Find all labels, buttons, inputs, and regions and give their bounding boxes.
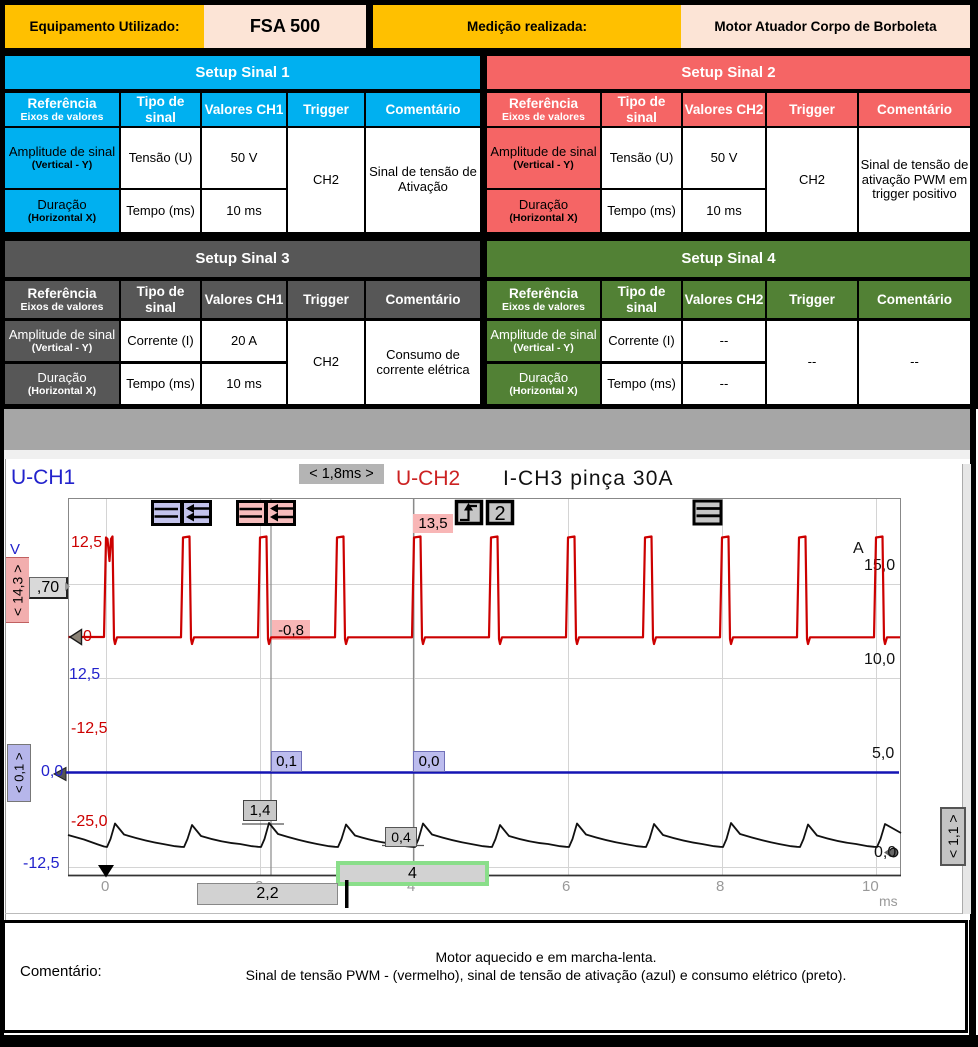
svg-text:2: 2 [494,503,505,525]
